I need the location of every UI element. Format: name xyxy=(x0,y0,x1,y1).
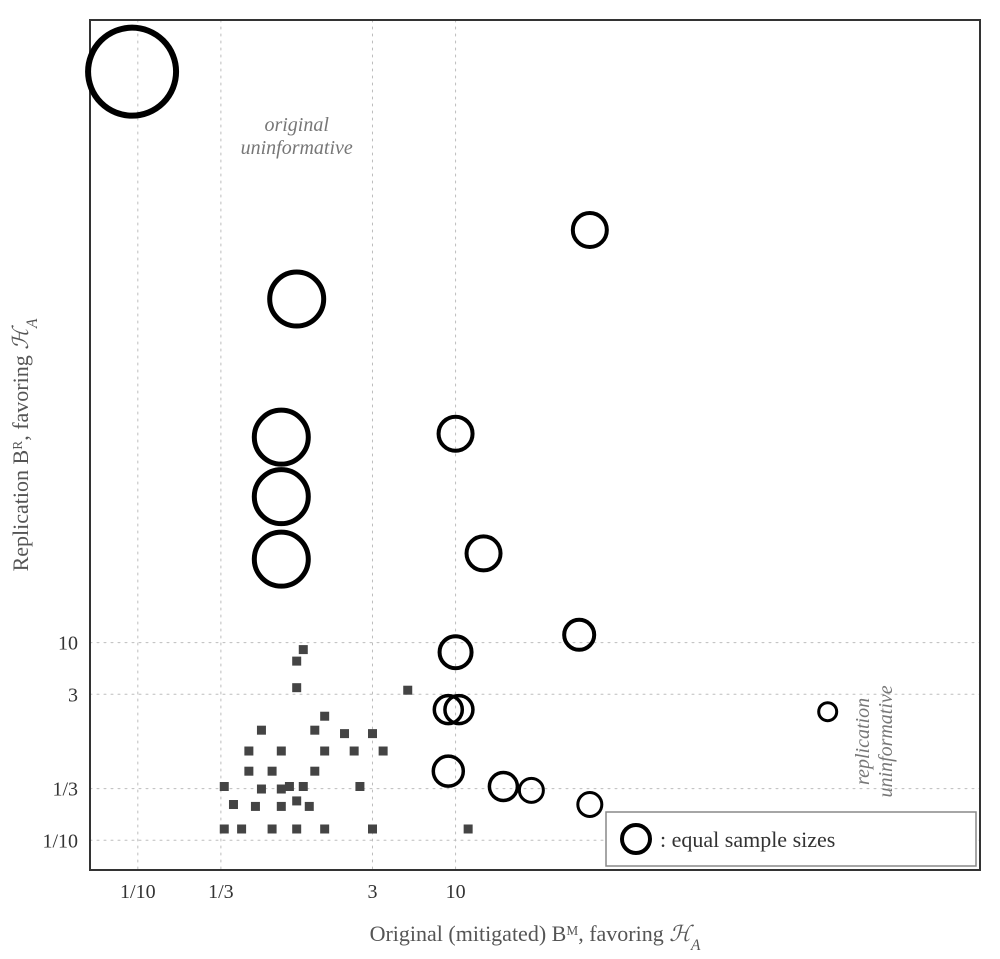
data-point xyxy=(292,657,301,666)
data-point xyxy=(320,747,329,756)
chart-container: 1/101/33101/101/3310Original (mitigated)… xyxy=(0,0,1000,959)
data-point xyxy=(268,767,277,776)
data-point xyxy=(320,712,329,721)
data-point xyxy=(292,683,301,692)
data-point xyxy=(305,802,314,811)
data-point xyxy=(403,686,412,695)
x-tick-label: 10 xyxy=(446,881,466,903)
data-point xyxy=(350,747,359,756)
data-point xyxy=(257,726,266,735)
data-point xyxy=(310,726,319,735)
data-point xyxy=(277,747,286,756)
y-tick-label: 1/10 xyxy=(42,830,78,852)
data-point xyxy=(257,785,266,794)
data-point xyxy=(310,767,319,776)
y-tick-label: 10 xyxy=(58,633,78,655)
data-point xyxy=(244,747,253,756)
data-point xyxy=(285,782,294,791)
x-tick-label: 1/3 xyxy=(208,881,234,903)
data-point xyxy=(299,782,308,791)
data-point xyxy=(368,729,377,738)
legend-label: : equal sample sizes xyxy=(660,827,835,852)
data-point xyxy=(237,824,246,833)
data-point xyxy=(220,782,229,791)
data-point xyxy=(277,785,286,794)
data-point xyxy=(379,747,388,756)
data-point xyxy=(220,824,229,833)
data-point xyxy=(268,824,277,833)
data-point xyxy=(244,767,253,776)
data-point xyxy=(277,802,286,811)
data-point xyxy=(251,802,260,811)
scatter-chart: 1/101/33101/101/3310Original (mitigated)… xyxy=(0,0,1000,959)
data-point xyxy=(229,800,238,809)
y-tick-label: 1/3 xyxy=(52,779,78,801)
data-point xyxy=(355,782,364,791)
x-tick-label: 3 xyxy=(367,881,377,903)
data-point xyxy=(320,824,329,833)
data-point xyxy=(340,729,349,738)
y-tick-label: 3 xyxy=(68,684,78,706)
x-tick-label: 1/10 xyxy=(120,881,156,903)
annotation-replication-uninformative: replicationuninformative xyxy=(852,685,897,797)
data-point xyxy=(292,796,301,805)
data-point xyxy=(368,824,377,833)
data-point xyxy=(464,824,473,833)
data-point xyxy=(299,645,308,654)
data-point xyxy=(292,824,301,833)
